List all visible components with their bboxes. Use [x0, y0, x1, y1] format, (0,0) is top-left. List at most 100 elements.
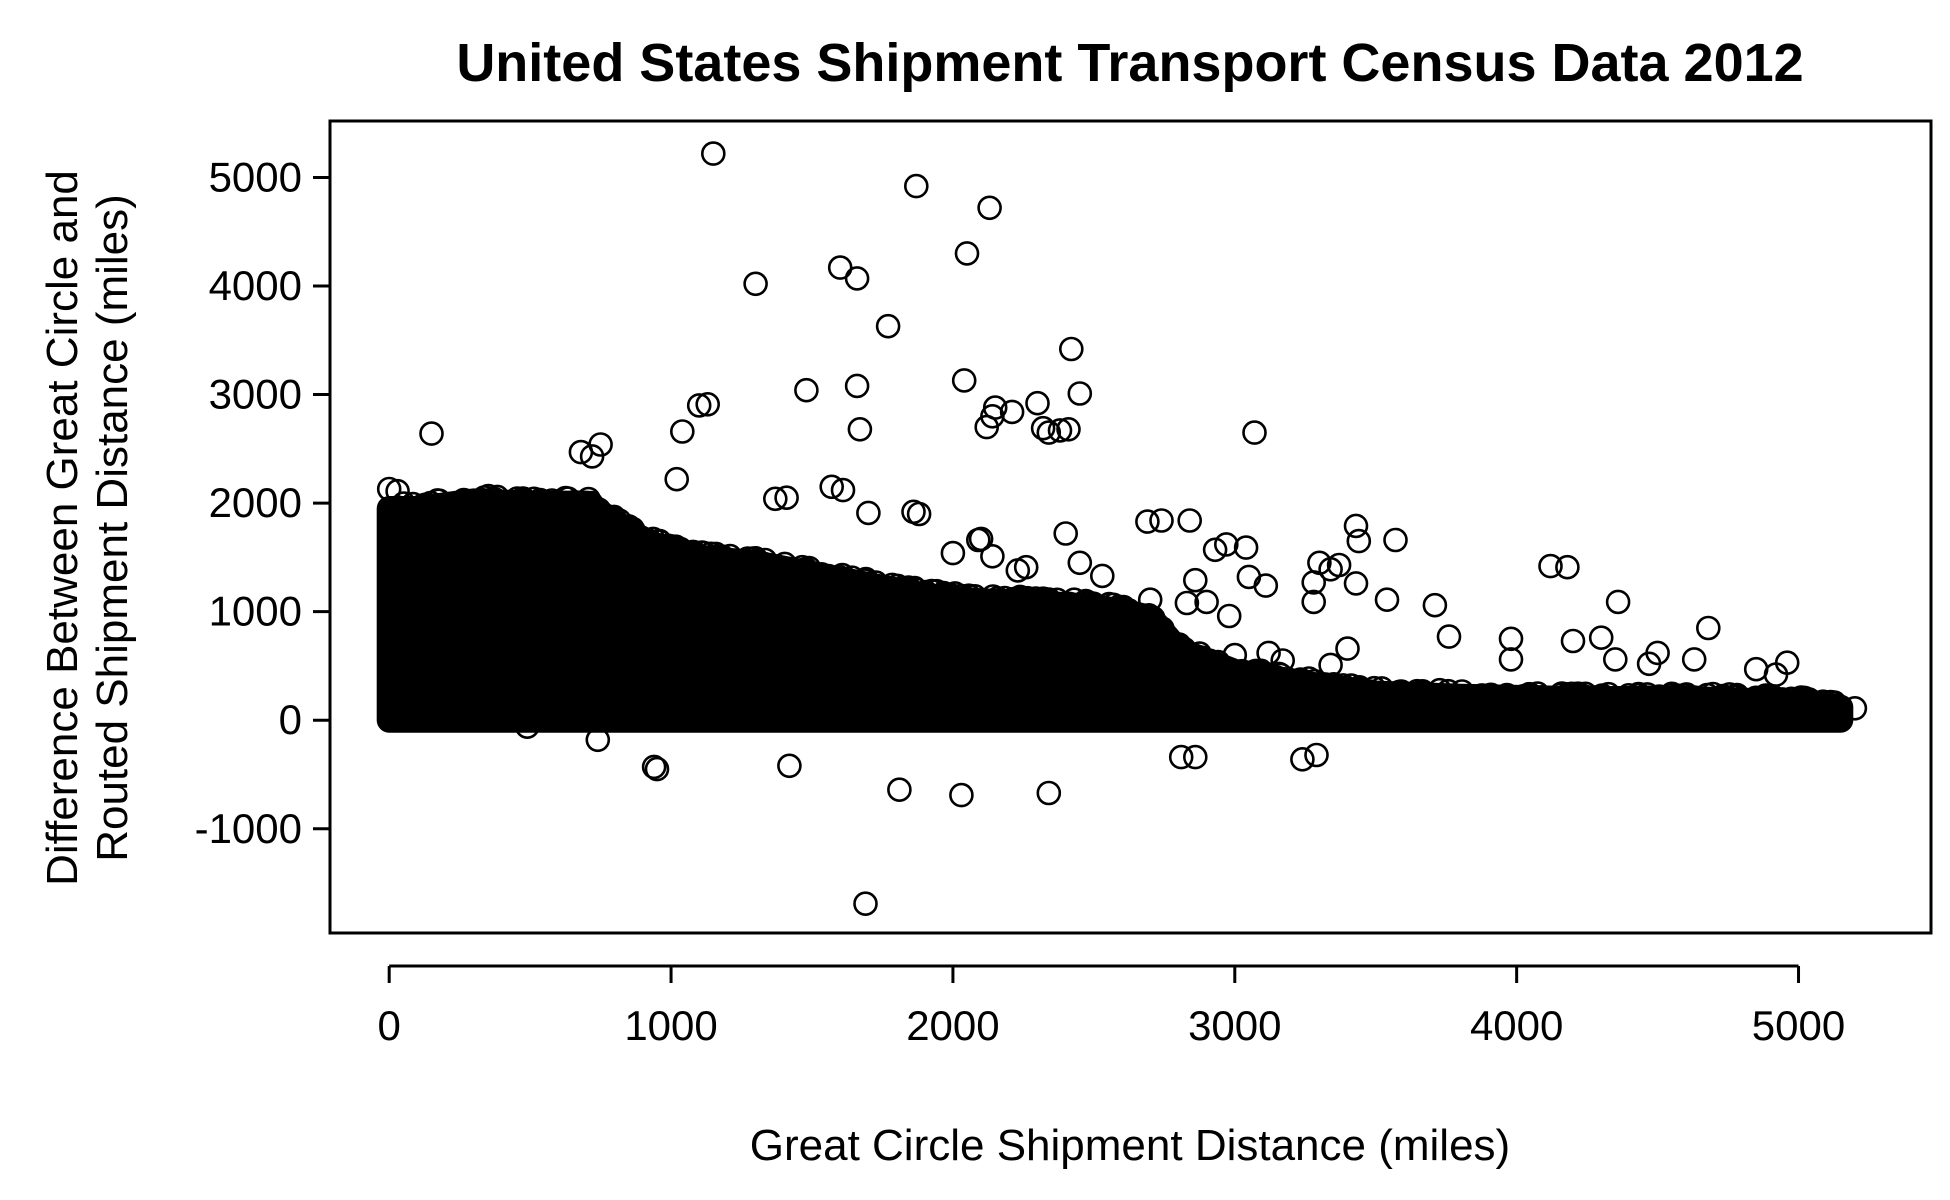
- dense-edge-point: [1205, 656, 1231, 682]
- data-point: [1498, 626, 1524, 652]
- dense-edge-point: [666, 542, 691, 568]
- chart-title: United States Shipment Transport Census …: [456, 33, 1803, 93]
- dense-edge-point: [736, 549, 761, 575]
- data-point: [1603, 647, 1628, 672]
- data-point: [1538, 553, 1563, 579]
- dense-edge-point: [708, 555, 734, 581]
- dense-edge-point: [1506, 686, 1532, 712]
- dense-edge-point: [565, 490, 591, 516]
- dense-edge-point: [1684, 685, 1710, 711]
- dense-edge-point: [1229, 658, 1255, 684]
- data-point: [1436, 624, 1462, 649]
- data-point: [1290, 746, 1315, 772]
- data-point: [419, 421, 444, 446]
- dense-edge-point: [1694, 682, 1720, 708]
- x-tick-label: 0: [378, 1002, 401, 1049]
- dense-edge-point: [1626, 681, 1651, 707]
- data-point: [1059, 336, 1084, 362]
- dense-edge-point: [1501, 697, 1527, 723]
- data-point: [1842, 695, 1868, 721]
- data-point: [1588, 625, 1614, 651]
- dense-edge-point: [1525, 681, 1550, 706]
- data-point: [1236, 564, 1262, 590]
- dense-edge-point: [408, 498, 434, 524]
- dense-edge-point: [1746, 686, 1771, 711]
- dense-edge-point: [1291, 668, 1316, 694]
- data-point: [1555, 554, 1580, 580]
- data-point: [940, 540, 966, 566]
- data-point: [980, 543, 1005, 569]
- data-point: [695, 391, 721, 417]
- dense-edge-point: [378, 504, 404, 530]
- x-tick-label: 1000: [624, 1002, 717, 1049]
- dense-edge-point: [1449, 679, 1475, 704]
- dense-edge-point: [1716, 692, 1741, 718]
- dense-edge-point: [787, 570, 812, 596]
- dense-edge-point: [1384, 681, 1409, 707]
- data-point: [827, 255, 853, 280]
- data-point: [1825, 700, 1851, 725]
- data-point: [1636, 651, 1662, 677]
- dense-edge-point: [615, 518, 641, 544]
- data-point: [1301, 570, 1326, 595]
- dense-edge-point: [1330, 673, 1356, 698]
- dense-edge-point: [1754, 684, 1780, 710]
- data-point: [1696, 615, 1721, 641]
- dense-edge-point: [1648, 693, 1674, 719]
- data-point: [1168, 744, 1194, 770]
- data-point: [951, 368, 977, 393]
- dense-edge-point: [899, 589, 925, 615]
- y-tick-label: 3000: [209, 371, 302, 418]
- data-point: [568, 439, 594, 465]
- data-point: [762, 486, 788, 512]
- dense-edge-point: [1235, 664, 1261, 690]
- x-tick-label: 2000: [906, 1002, 999, 1049]
- data-point: [1343, 571, 1369, 596]
- data-point: [777, 753, 802, 779]
- dense-edge-point: [848, 581, 874, 606]
- data-point: [1036, 780, 1062, 806]
- data-point: [1743, 656, 1769, 682]
- data-point: [585, 727, 611, 753]
- data-point: [686, 393, 712, 418]
- y-tick-label: 5000: [209, 153, 302, 200]
- data-point: [906, 501, 932, 527]
- data-point: [974, 414, 1000, 440]
- y-tick-label: 2000: [209, 479, 302, 526]
- dense-edge-point: [1620, 695, 1645, 721]
- dense-edge-point: [484, 484, 510, 510]
- dense-edge-point: [510, 486, 536, 512]
- data-point: [644, 756, 670, 782]
- dense-edge-point: [1347, 674, 1372, 700]
- data-point: [1149, 508, 1174, 533]
- data-point: [830, 477, 856, 503]
- dense-edge-point: [1770, 687, 1795, 712]
- data-point: [856, 500, 881, 526]
- dense-edge-point: [1166, 632, 1192, 657]
- data-point: [1346, 528, 1372, 554]
- data-point: [1177, 508, 1202, 533]
- dense-edge-point: [1156, 630, 1181, 655]
- data-point: [774, 485, 799, 511]
- dense-edge-point: [640, 526, 666, 552]
- dense-edge-point: [1784, 691, 1809, 717]
- data-point: [1067, 381, 1093, 406]
- dense-edge-point: [386, 504, 412, 530]
- x-tick-label: 4000: [1470, 1002, 1563, 1049]
- dense-point-cloud: [376, 483, 1854, 733]
- y-tick-label: 4000: [209, 262, 302, 309]
- data-point: [1374, 587, 1400, 613]
- dense-edge-point: [1150, 616, 1175, 642]
- data-point: [1025, 390, 1050, 416]
- dense-edge-point: [864, 578, 889, 604]
- dense-edge-point: [576, 486, 601, 512]
- dense-edge-point: [1117, 608, 1142, 633]
- dense-edge-point: [665, 549, 691, 575]
- data-point: [1053, 521, 1078, 546]
- x-axis-label: Great Circle Shipment Distance (miles): [750, 1121, 1510, 1170]
- dense-edge-point: [1788, 685, 1814, 710]
- data-point: [1681, 647, 1707, 672]
- y-tick-label: 1000: [209, 588, 302, 635]
- dense-edge-point: [1730, 694, 1755, 719]
- data-point: [1763, 662, 1789, 687]
